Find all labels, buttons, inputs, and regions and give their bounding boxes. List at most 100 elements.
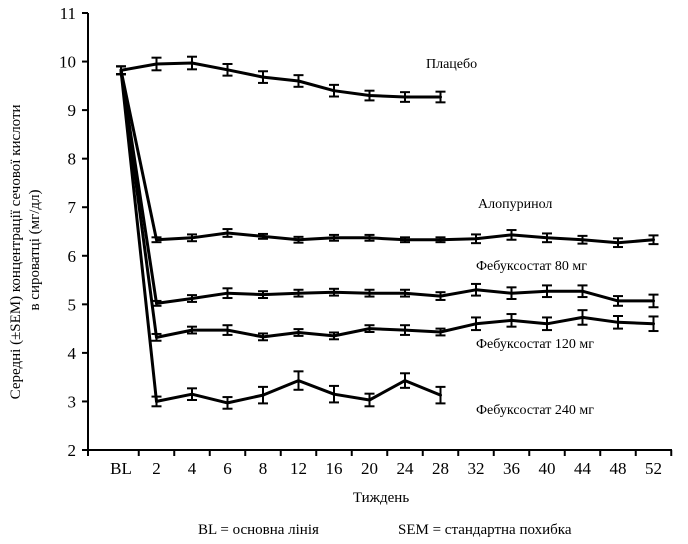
data-point xyxy=(261,75,265,79)
data-point xyxy=(439,330,442,334)
data-point xyxy=(439,294,442,298)
y-tick-label: 6 xyxy=(68,247,77,266)
x-tick-label: 24 xyxy=(397,459,415,478)
series-group-3 xyxy=(116,65,659,342)
x-tick-label: 36 xyxy=(503,459,520,478)
x-tick-label: 2 xyxy=(152,459,161,478)
series-label-placebo: Плацебо xyxy=(426,57,477,72)
data-point xyxy=(581,238,584,242)
y-tick-label: 5 xyxy=(68,295,77,314)
x-tick-label: 4 xyxy=(188,459,197,478)
data-point xyxy=(226,291,229,295)
y-axis-ticks: 2 3 4 5 6 7 8 9 10 11 xyxy=(59,4,88,460)
data-point xyxy=(403,95,407,99)
data-point xyxy=(332,236,336,240)
data-point xyxy=(297,379,300,383)
y-tick-label: 3 xyxy=(68,392,77,411)
data-point xyxy=(332,89,336,93)
series-label-allopurinol: Алопуринол xyxy=(478,197,552,212)
data-point xyxy=(616,241,620,245)
data-point xyxy=(403,328,407,332)
data-point xyxy=(190,236,194,240)
y-axis-title-line-1: Середні (±SEM) концентрації сечової кисл… xyxy=(8,104,24,399)
data-point xyxy=(581,315,584,319)
data-point xyxy=(510,291,513,295)
y-axis-title-line-2: в сироватці (мг/дл) xyxy=(27,189,43,310)
data-point xyxy=(616,299,620,303)
data-point xyxy=(581,289,584,293)
data-point xyxy=(226,328,229,332)
data-point xyxy=(439,393,442,397)
data-point xyxy=(261,293,265,297)
data-point xyxy=(474,322,478,326)
data-point xyxy=(545,289,549,293)
data-point xyxy=(403,291,407,295)
x-tick-label: 44 xyxy=(574,459,592,478)
x-tick-label: 48 xyxy=(610,459,627,478)
data-point xyxy=(368,94,371,98)
data-point xyxy=(332,334,336,338)
data-point xyxy=(190,297,194,301)
x-tick-label: 6 xyxy=(223,459,232,478)
data-point xyxy=(439,95,442,99)
data-point xyxy=(155,62,158,66)
data-point xyxy=(155,399,158,403)
series-line xyxy=(119,70,654,339)
x-tick-label: 28 xyxy=(432,459,449,478)
y-tick-label: 8 xyxy=(68,150,77,169)
data-point xyxy=(368,291,371,295)
data-point xyxy=(297,238,300,242)
x-tick-label: 32 xyxy=(468,459,485,478)
data-point xyxy=(332,392,336,396)
y-axis-title: Середні (±SEM) концентрації сечової кисл… xyxy=(8,101,43,400)
data-point xyxy=(226,68,229,72)
series-label-febuxostat-240: Фебуксостат 240 мг xyxy=(476,403,594,418)
y-tick-label: 11 xyxy=(60,4,76,23)
data-point xyxy=(652,238,655,242)
footnote-sem: SEM = стандартна похибка xyxy=(398,522,572,538)
series-group-1 xyxy=(116,65,659,249)
y-tick-label: 2 xyxy=(68,441,77,460)
data-point xyxy=(226,401,229,405)
series-group-4 xyxy=(116,65,446,410)
data-point xyxy=(190,392,194,396)
y-tick-label: 9 xyxy=(68,101,77,120)
x-tick-label: BL xyxy=(110,459,132,478)
data-point xyxy=(261,234,265,238)
series-group-0 xyxy=(116,55,446,104)
series-line xyxy=(119,70,654,305)
x-tick-label: 8 xyxy=(259,459,268,478)
y-tick-label: 7 xyxy=(68,198,77,217)
data-point xyxy=(368,398,371,402)
data-point xyxy=(332,290,336,294)
series-layer xyxy=(116,55,659,410)
y-tick-label: 10 xyxy=(59,53,76,72)
x-tick-label: 12 xyxy=(290,459,307,478)
series-label-febuxostat-80: Фебуксостат 80 мг xyxy=(476,259,587,274)
data-point xyxy=(652,322,655,326)
series-label-febuxostat-120: Фебуксостат 120 мг xyxy=(476,337,594,352)
series-line xyxy=(119,69,654,245)
x-tick-label: 16 xyxy=(326,459,343,478)
data-point xyxy=(155,238,158,242)
data-point xyxy=(510,318,513,322)
data-point xyxy=(261,335,265,339)
series-line xyxy=(120,61,441,99)
data-point xyxy=(297,330,300,334)
data-point xyxy=(510,233,513,237)
data-point xyxy=(155,335,158,339)
x-axis-title: Тиждень xyxy=(353,490,409,506)
x-axis-ticks: BL 2 4 6 8 12 16 20 24 28 32 36 40 44 48 52 xyxy=(87,450,673,478)
x-tick-label: 20 xyxy=(361,459,378,478)
data-point xyxy=(297,79,300,83)
x-tick-label: 52 xyxy=(645,459,662,478)
data-point xyxy=(190,328,194,332)
data-point xyxy=(652,299,655,303)
data-point xyxy=(368,327,371,331)
data-point xyxy=(297,291,300,295)
data-point xyxy=(368,236,371,240)
data-point xyxy=(545,322,549,326)
data-point xyxy=(190,61,194,65)
data-point xyxy=(439,238,442,242)
